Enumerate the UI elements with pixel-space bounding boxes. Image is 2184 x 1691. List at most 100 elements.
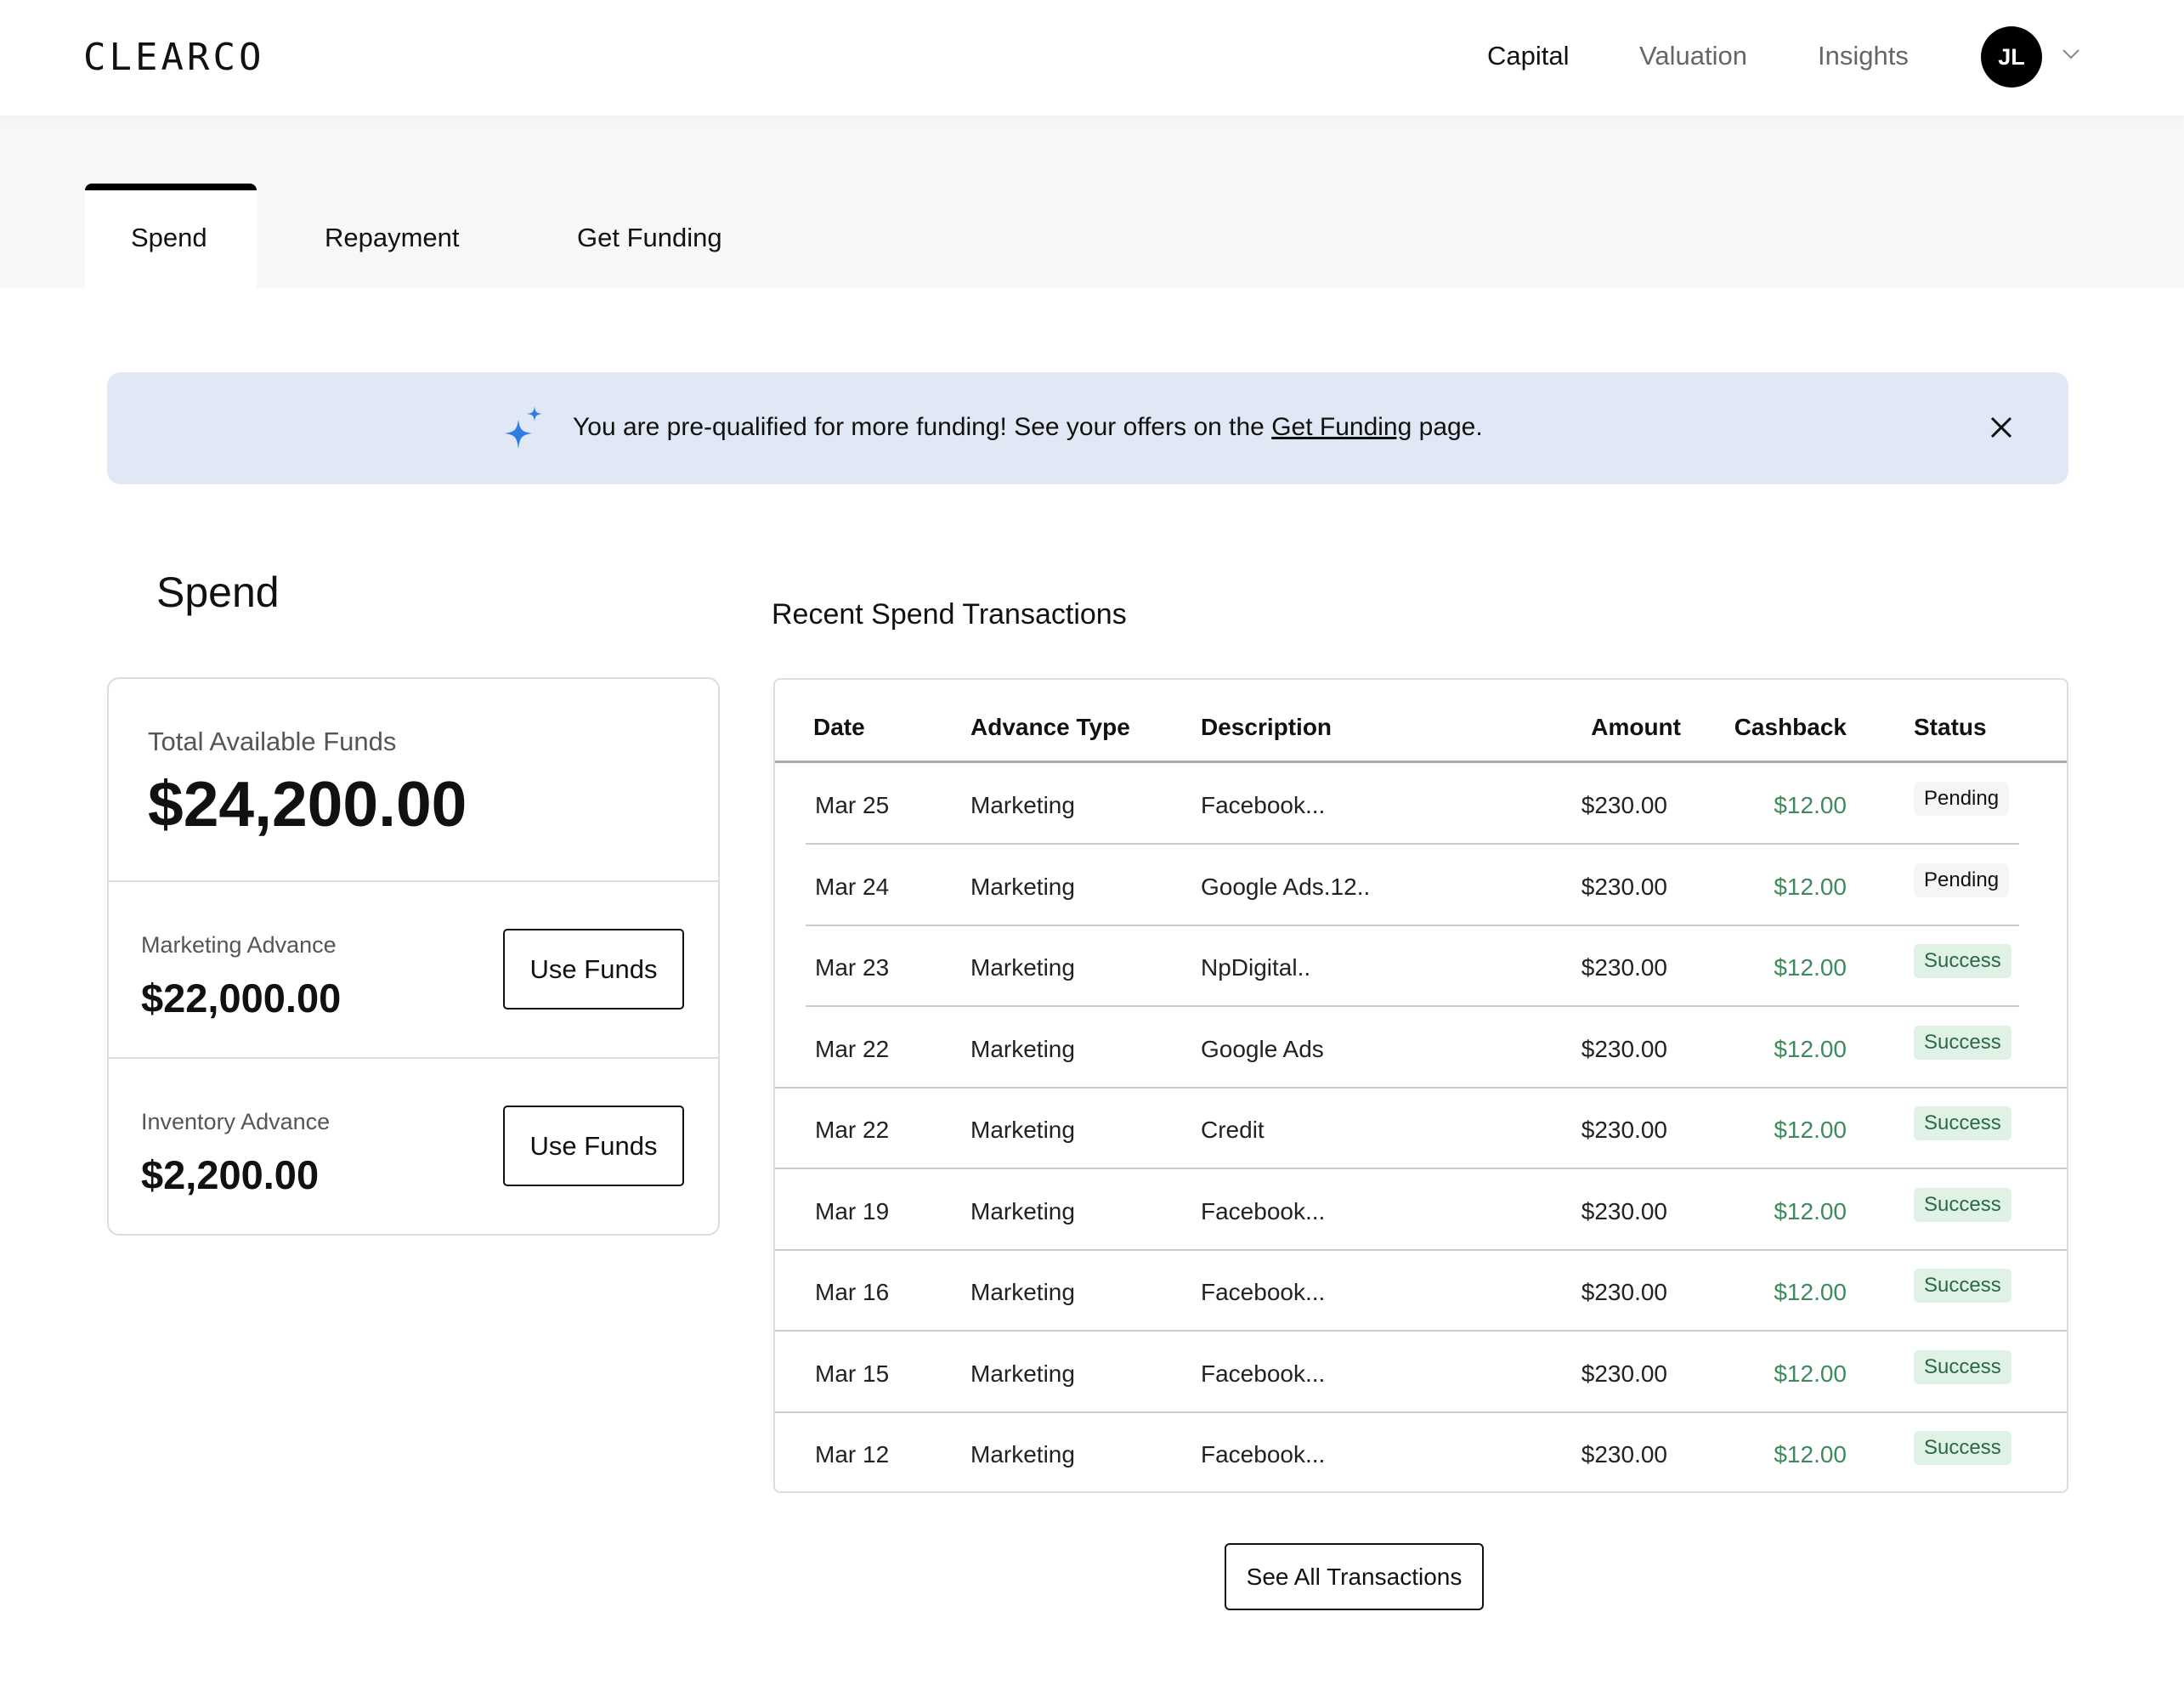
cell-cashback: $12.00 xyxy=(1774,1360,1847,1387)
cell-amount: $230.00 xyxy=(1581,1117,1667,1143)
tab-spend[interactable]: Spend xyxy=(131,223,207,252)
status-badge: Success xyxy=(1914,1187,2011,1222)
cell-advance-type: Marketing xyxy=(970,1035,1075,1062)
transactions-heading: Recent Spend Transactions xyxy=(772,598,1127,631)
spend-heading: Spend xyxy=(156,568,280,616)
marketing-advance-value: $22,000.00 xyxy=(141,976,342,1021)
cell-description: Google Ads xyxy=(1201,1035,1324,1062)
tab-get-funding[interactable]: Get Funding xyxy=(577,223,722,252)
row-divider xyxy=(775,1248,2067,1251)
table-row[interactable]: Mar 12 Marketing Facebook... $230.00 $12.00 S… xyxy=(775,1412,2067,1494)
banner-message: You are pre-qualified for more funding! … xyxy=(573,413,1483,442)
cell-description: NpDigital.. xyxy=(1201,954,1311,981)
cell-description: Facebook... xyxy=(1201,1197,1326,1224)
total-funds-value: $24,200.00 xyxy=(148,768,467,840)
cell-cashback: $12.00 xyxy=(1774,1279,1847,1305)
cell-cashback: $12.00 xyxy=(1774,1117,1847,1143)
row-divider xyxy=(775,1411,2067,1413)
table-row[interactable]: Mar 22 Marketing Google Ads $230.00 $12.00 Su… xyxy=(775,1007,2067,1089)
status-badge: Success xyxy=(1914,944,2011,978)
status-badge: Success xyxy=(1914,1431,2011,1465)
row-divider xyxy=(775,1086,2067,1089)
cell-advance-type: Marketing xyxy=(970,954,1075,981)
cell-cashback: $12.00 xyxy=(1774,873,1847,900)
cell-date: Mar 23 xyxy=(815,954,890,981)
table-row[interactable]: Mar 15 Marketing Facebook... $230.00 $12.00 S… xyxy=(775,1332,2067,1413)
tab-repayment[interactable]: Repayment xyxy=(325,223,460,252)
cell-date: Mar 16 xyxy=(815,1279,890,1305)
cell-advance-type: Marketing xyxy=(970,1117,1075,1143)
row-divider xyxy=(806,843,2019,845)
cell-amount: $230.00 xyxy=(1581,873,1667,900)
prequalified-banner xyxy=(107,372,2068,484)
col-description: Description xyxy=(1201,714,1332,740)
cell-cashback: $12.00 xyxy=(1774,1197,1847,1224)
col-cashback: Cashback xyxy=(1734,714,1847,740)
col-amount: Amount xyxy=(1591,714,1681,740)
table-row[interactable]: Mar 19 Marketing Facebook... $230.00 $12.00 S… xyxy=(775,1169,2067,1251)
tab-bar xyxy=(0,116,2184,288)
banner-text: You are pre-qualified for more funding! … xyxy=(573,413,1272,441)
total-funds-label: Total Available Funds xyxy=(148,727,397,756)
cell-date: Mar 22 xyxy=(815,1035,890,1062)
table-row[interactable]: Mar 23 Marketing NpDigital.. $230.00 $12.00 S… xyxy=(775,925,2067,1007)
cell-amount: $230.00 xyxy=(1581,954,1667,981)
cell-date: Mar 15 xyxy=(815,1360,890,1387)
cell-description: Facebook... xyxy=(1201,1360,1326,1387)
transactions-table: Date Advance Type Description Amount Cas… xyxy=(773,678,2068,1493)
cell-cashback: $12.00 xyxy=(1774,1441,1847,1468)
cell-description: Google Ads.12.. xyxy=(1201,873,1371,900)
marketing-use-funds-button[interactable]: Use Funds xyxy=(503,929,684,1010)
divider xyxy=(109,880,718,882)
cell-amount: $230.00 xyxy=(1581,792,1667,818)
user-avatar[interactable]: JL xyxy=(1981,26,2042,88)
cell-advance-type: Marketing xyxy=(970,792,1075,818)
cell-description: Facebook... xyxy=(1201,1441,1326,1468)
cell-amount: $230.00 xyxy=(1581,1360,1667,1387)
cell-description: Facebook... xyxy=(1201,792,1326,818)
close-icon[interactable] xyxy=(1989,415,2014,440)
inventory-advance-label: Inventory Advance xyxy=(141,1109,331,1134)
row-divider xyxy=(806,1005,2019,1007)
cell-advance-type: Marketing xyxy=(970,1360,1075,1387)
inventory-advance-value: $2,200.00 xyxy=(141,1152,320,1197)
cell-date: Mar 12 xyxy=(815,1441,890,1468)
cell-description: Facebook... xyxy=(1201,1279,1326,1305)
nav-valuation[interactable]: Valuation xyxy=(1639,41,1747,71)
cell-amount: $230.00 xyxy=(1581,1279,1667,1305)
chevron-down-icon[interactable] xyxy=(2062,44,2080,63)
nav-insights[interactable]: Insights xyxy=(1818,41,1909,71)
cell-cashback: $12.00 xyxy=(1774,954,1847,981)
table-row[interactable]: Mar 24 Marketing Google Ads.12.. $230.00 $12… xyxy=(775,845,2067,926)
cell-date: Mar 22 xyxy=(815,1117,890,1143)
col-advance-type: Advance Type xyxy=(970,714,1130,740)
cell-date: Mar 19 xyxy=(815,1197,890,1224)
clearco-logo[interactable]: CLEARCO xyxy=(83,36,265,79)
cell-advance-type: Marketing xyxy=(970,1441,1075,1468)
cell-amount: $230.00 xyxy=(1581,1441,1667,1468)
table-row[interactable]: Mar 16 Marketing Facebook... $230.00 $12.00 S… xyxy=(775,1250,2067,1332)
cell-description: Credit xyxy=(1201,1117,1265,1143)
table-row[interactable]: Mar 25 Marketing Facebook... $230.00 $12.00 P… xyxy=(775,763,2067,845)
cell-advance-type: Marketing xyxy=(970,873,1075,900)
status-badge: Pending xyxy=(1914,782,2010,816)
status-badge: Success xyxy=(1914,1106,2011,1140)
row-divider xyxy=(806,924,2019,926)
nav-capital[interactable]: Capital xyxy=(1487,41,1570,71)
divider xyxy=(109,1057,718,1059)
sparkle-icon xyxy=(505,406,542,449)
table-row[interactable]: Mar 22 Marketing Credit $230.00 $12.00 Succes… xyxy=(775,1088,2067,1169)
row-divider xyxy=(775,1168,2067,1169)
col-date: Date xyxy=(813,714,865,740)
funds-card: Total Available Funds $24,200.00 Marketi… xyxy=(107,677,720,1236)
cell-amount: $230.00 xyxy=(1581,1035,1667,1062)
status-badge: Success xyxy=(1914,1025,2011,1060)
see-all-transactions-button[interactable]: See All Transactions xyxy=(1225,1543,1484,1610)
header-divider xyxy=(775,761,2067,763)
cell-advance-type: Marketing xyxy=(970,1197,1075,1224)
status-badge: Success xyxy=(1914,1269,2011,1303)
cell-date: Mar 25 xyxy=(815,792,890,818)
banner-text-end: page. xyxy=(1412,413,1483,441)
inventory-use-funds-button[interactable]: Use Funds xyxy=(503,1106,684,1186)
get-funding-link[interactable]: Get Funding xyxy=(1271,413,1412,441)
